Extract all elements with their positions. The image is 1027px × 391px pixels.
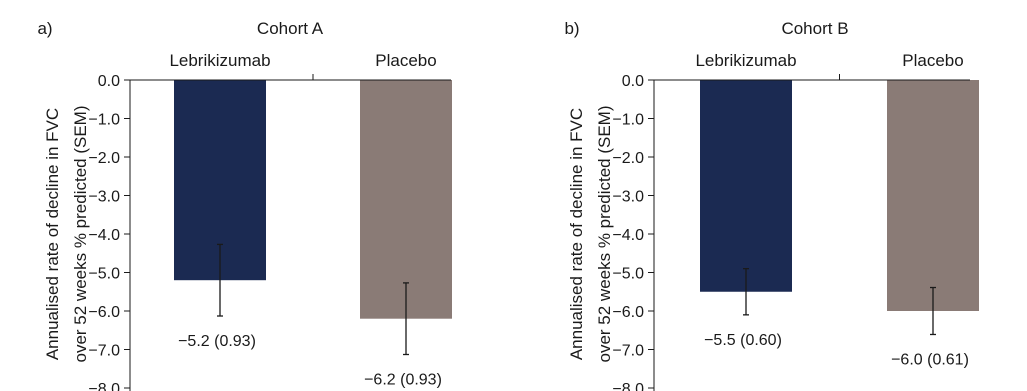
category-label: Placebo bbox=[902, 51, 963, 70]
y-axis-label: over 52 weeks % predicted (SEM) bbox=[595, 106, 614, 363]
bar bbox=[700, 80, 792, 292]
category-label: Lebrikizumab bbox=[169, 51, 270, 70]
bar bbox=[360, 80, 452, 319]
y-axis-label: over 52 weeks % predicted (SEM) bbox=[71, 106, 90, 363]
chart-title: Cohort B bbox=[781, 19, 848, 38]
y-tick-label: −7.0 bbox=[88, 343, 120, 360]
data-label: −5.2 (0.93) bbox=[178, 333, 256, 350]
y-tick-label: −1.0 bbox=[88, 112, 120, 129]
y-tick-label: −2.0 bbox=[612, 150, 644, 167]
data-label: −6.0 (0.61) bbox=[891, 351, 969, 368]
y-tick-label: −3.0 bbox=[88, 189, 120, 206]
y-tick-label: −8.0 bbox=[88, 381, 120, 391]
y-tick-label: −8.0 bbox=[612, 381, 644, 391]
chart-title: Cohort A bbox=[257, 19, 324, 38]
y-tick-label: −5.0 bbox=[612, 266, 644, 283]
y-tick-label: −6.0 bbox=[612, 304, 644, 321]
panel-letter: a) bbox=[37, 19, 52, 38]
y-tick-label: −4.0 bbox=[612, 227, 644, 244]
panel-letter: b) bbox=[564, 19, 579, 38]
panel-a: a) Cohort A Lebrikizumab Placebo Annualised … bbox=[37, 19, 452, 391]
y-tick-label: −1.0 bbox=[612, 112, 644, 129]
data-label: −5.5 (0.60) bbox=[704, 332, 782, 349]
bar bbox=[887, 80, 979, 311]
y-tick-label: 0.0 bbox=[622, 73, 644, 90]
y-tick-label: −4.0 bbox=[88, 227, 120, 244]
y-axis-label: Annualised rate of decline in FVC bbox=[43, 108, 62, 360]
data-label: −6.2 (0.93) bbox=[364, 372, 442, 389]
y-axis-label: Annualised rate of decline in FVC bbox=[567, 108, 586, 360]
y-tick-label: −5.0 bbox=[88, 266, 120, 283]
panel-b: b) Cohort B Lebrikizumab Placebo Annualised … bbox=[564, 19, 979, 391]
y-tick-label: 0.0 bbox=[98, 73, 120, 90]
y-tick-label: −2.0 bbox=[88, 150, 120, 167]
y-tick-label: −3.0 bbox=[612, 189, 644, 206]
category-label: Lebrikizumab bbox=[695, 51, 796, 70]
y-tick-label: −7.0 bbox=[612, 343, 644, 360]
y-tick-label: −6.0 bbox=[88, 304, 120, 321]
category-label: Placebo bbox=[375, 51, 436, 70]
